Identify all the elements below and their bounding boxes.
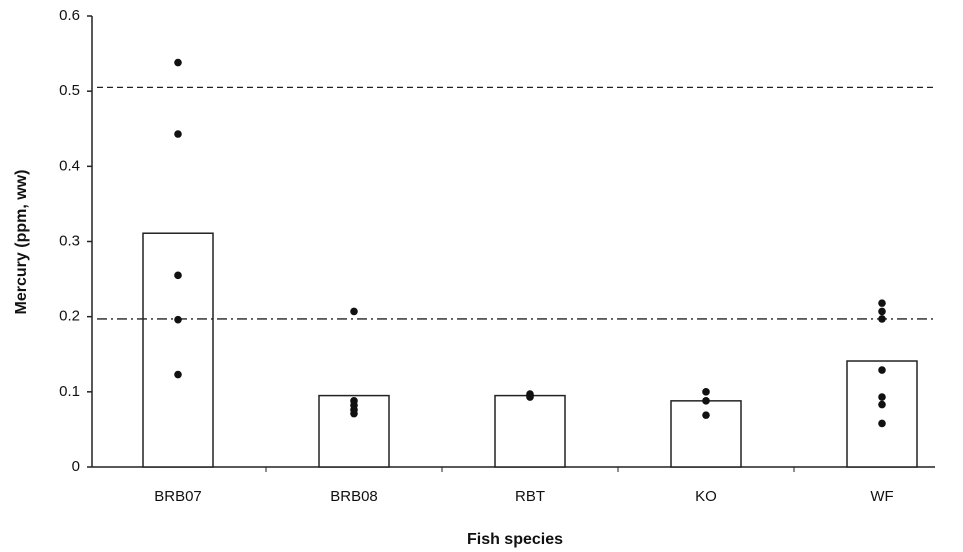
data-point [878, 307, 886, 316]
x-tick-label: BRB07 [154, 488, 202, 505]
data-point [702, 388, 710, 396]
data-point [878, 366, 886, 374]
data-point [878, 299, 886, 307]
bar [494, 394, 566, 468]
data-point [350, 307, 358, 316]
y-tick-label: 0 [72, 458, 80, 475]
y-axis-title: Mercury (ppm, ww) [13, 170, 30, 315]
bar [670, 400, 742, 468]
y-tick-label: 0.5 [59, 82, 80, 99]
bar [142, 232, 214, 468]
x-tick-label: RBT [515, 488, 545, 505]
data-point [174, 271, 182, 280]
data-point [702, 397, 710, 405]
data-point [350, 409, 358, 418]
x-tick-label: WF [870, 488, 893, 505]
data-point [878, 400, 886, 409]
x-axis-title: Fish species [467, 531, 563, 548]
data-point [878, 315, 886, 323]
data-point [174, 58, 182, 67]
x-tick-label: BRB08 [330, 488, 378, 505]
data-point [526, 393, 534, 401]
data-point [174, 130, 182, 138]
y-tick-label: 0.3 [59, 232, 80, 249]
data-point [878, 419, 886, 428]
data-point [174, 370, 182, 379]
x-tick-label: KO [695, 488, 717, 505]
y-tick-label: 0.6 [59, 7, 80, 24]
data-point [878, 393, 886, 401]
y-tick-label: 0.2 [59, 308, 80, 325]
y-tick-label: 0.4 [59, 157, 80, 174]
data-point [174, 315, 182, 324]
data-point [702, 411, 710, 419]
bar [846, 360, 918, 468]
y-tick-label: 0.1 [59, 383, 80, 400]
